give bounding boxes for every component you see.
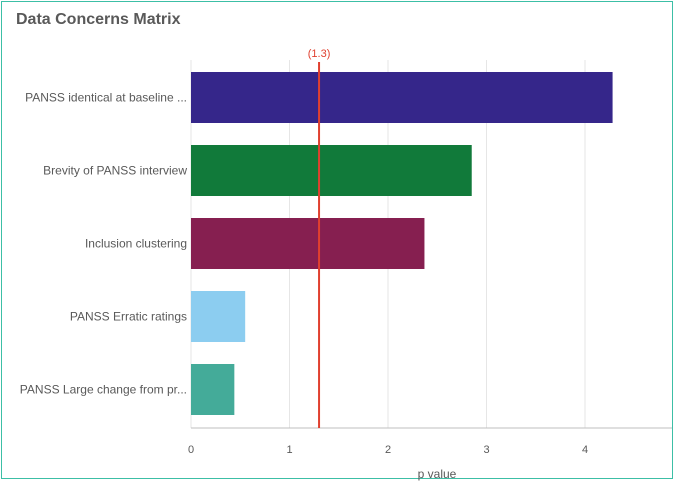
category-label: Inclusion clustering bbox=[85, 237, 187, 251]
bar[interactable] bbox=[191, 145, 472, 196]
bar[interactable] bbox=[191, 218, 425, 269]
category-label: PANSS Large change from pr... bbox=[20, 383, 187, 397]
bars bbox=[191, 72, 613, 415]
chart-title: Data Concerns Matrix bbox=[16, 11, 181, 28]
category-label: Brevity of PANSS interview bbox=[43, 164, 187, 178]
bar[interactable] bbox=[191, 72, 613, 123]
bar[interactable] bbox=[191, 291, 246, 342]
reference-line-label: (1.3) bbox=[308, 48, 331, 60]
x-tick-label: 4 bbox=[582, 444, 588, 456]
x-tick-label: 2 bbox=[385, 444, 391, 456]
x-axis-label: p value bbox=[418, 467, 457, 481]
category-label: PANSS identical at baseline ... bbox=[25, 91, 187, 105]
x-tick-label: 3 bbox=[483, 444, 489, 456]
bar[interactable] bbox=[191, 364, 235, 415]
category-labels: PANSS identical at baseline ... Brevity o… bbox=[20, 91, 188, 397]
x-tick-label: 1 bbox=[286, 444, 292, 456]
x-tick-label: 0 bbox=[188, 444, 194, 456]
category-label: PANSS Erratic ratings bbox=[70, 310, 187, 324]
reference-line-group: (1.3) bbox=[308, 48, 331, 428]
x-tick-labels: 0 1 2 3 4 bbox=[188, 444, 588, 456]
